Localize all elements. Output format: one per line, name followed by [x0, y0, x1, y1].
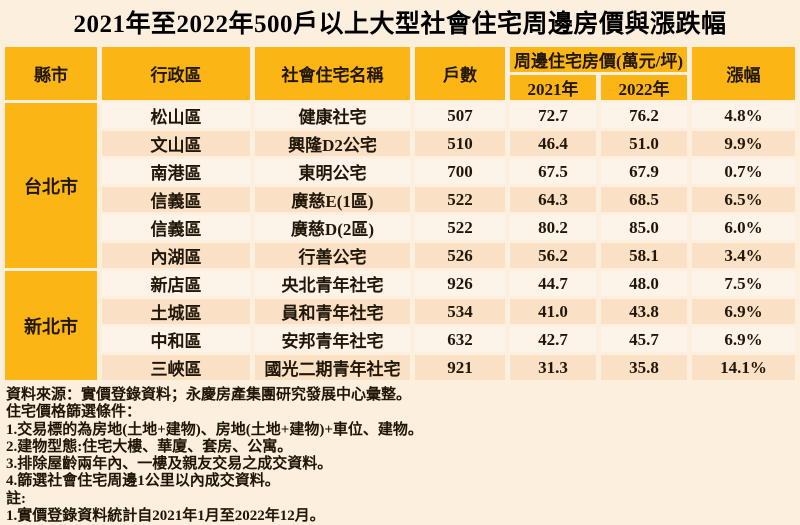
col-header-price-group: 周邊住宅房價(萬元/坪) — [510, 47, 688, 72]
cell-units: 522 — [415, 215, 505, 240]
cell-p2022: 48.0 — [601, 271, 688, 296]
cell-name: 央北青年社宅 — [255, 271, 410, 296]
cell-district: 內湖區 — [102, 243, 250, 268]
cell-p2022: 43.8 — [601, 299, 688, 324]
cell-change: 9.9% — [692, 131, 796, 156]
col-header-2022: 2022年 — [601, 75, 688, 100]
footnote-criteria-3: 3.排除屋齡兩年內、一樓及親友交易之成交資料。 — [6, 456, 333, 473]
footnotes: 資料來源：實價登錄資料；永慶房產集團研究發展中心彙整。 住宅價格篩選條件： 1.… — [0, 383, 800, 525]
cell-name: 國光二期青年社宅 — [255, 355, 410, 380]
cell-p2022: 58.1 — [601, 243, 688, 268]
cell-units: 700 — [415, 159, 505, 184]
cell-name: 興隆D2公宅 — [255, 131, 410, 156]
cell-units: 510 — [415, 131, 505, 156]
cell-p2021: 41.0 — [510, 299, 596, 324]
table-row: 三峽區 國光二期青年社宅 921 31.3 35.8 14.1% — [5, 355, 796, 380]
table-row: 信義區 廣慈E(1區) 522 64.3 68.5 6.5% — [5, 187, 796, 212]
cell-p2022: 68.5 — [601, 187, 688, 212]
cell-district: 信義區 — [102, 187, 250, 212]
col-header-units: 戶數 — [415, 47, 505, 100]
cell-county: 台北市 — [5, 103, 97, 268]
cell-p2021: 72.7 — [510, 103, 596, 128]
cell-p2021: 42.7 — [510, 327, 596, 352]
col-header-2021: 2021年 — [510, 75, 596, 100]
table-row: 內湖區 行善公宅 526 56.2 58.1 3.4% — [5, 243, 796, 268]
cell-p2022: 35.8 — [601, 355, 688, 380]
cell-district: 松山區 — [102, 103, 250, 128]
footnote-criteria-4: 4.篩選社會住宅周邊1公里以內成交資料。 — [6, 473, 280, 490]
cell-change: 6.9% — [692, 299, 796, 324]
cell-county: 新北市 — [5, 271, 97, 380]
cell-district: 南港區 — [102, 159, 250, 184]
cell-change: 6.9% — [692, 327, 796, 352]
cell-p2021: 56.2 — [510, 243, 596, 268]
col-header-name: 社會住宅名稱 — [255, 47, 410, 100]
table-row: 文山區 興隆D2公宅 510 46.4 51.0 9.9% — [5, 131, 796, 156]
footnote-note-title: 註: — [6, 490, 26, 507]
table-row: 中和區 安邦青年社宅 632 42.7 45.7 6.9% — [5, 327, 796, 352]
table-row: 南港區 東明公宅 700 67.5 67.9 0.7% — [5, 159, 796, 184]
cell-p2022: 45.7 — [601, 327, 688, 352]
table-body: 台北市 松山區 健康社宅 507 72.7 76.2 4.8% 文山區 興隆D2公宅 510 46.… — [5, 103, 796, 380]
col-header-district: 行政區 — [102, 47, 250, 100]
cell-units: 632 — [415, 327, 505, 352]
cell-units: 526 — [415, 243, 505, 268]
cell-name: 健康社宅 — [255, 103, 410, 128]
footnote-note-1: 1.實價登錄資料統計自2021年1月至2022年12月。 — [6, 508, 325, 525]
cell-district: 中和區 — [102, 327, 250, 352]
cell-units: 522 — [415, 187, 505, 212]
table-row: 新北市 新店區 央北青年社宅 926 44.7 48.0 7.5% — [5, 271, 796, 380]
cell-district: 信義區 — [102, 215, 250, 240]
cell-p2021: 46.4 — [510, 131, 596, 156]
cell-district: 三峽區 — [102, 355, 250, 380]
cell-p2021: 80.2 — [510, 215, 596, 240]
housing-price-table: 縣市 行政區 社會住宅名稱 戶數 周邊住宅房價(萬元/坪) 漲幅 2021年 2… — [0, 44, 800, 383]
table-row: 信義區 廣慈D(2區) 522 80.2 85.0 6.0% — [5, 215, 796, 240]
cell-name: 廣慈D(2區) — [255, 215, 410, 240]
cell-name: 東明公宅 — [255, 159, 410, 184]
footnote-criteria-2: 2.建物型態:住宅大樓、華廈、套房、公寓。 — [6, 438, 293, 455]
cell-p2021: 64.3 — [510, 187, 596, 212]
cell-p2021: 67.5 — [510, 159, 596, 184]
cell-p2022: 76.2 — [601, 103, 688, 128]
cell-p2021: 44.7 — [510, 271, 596, 296]
cell-district: 新店區 — [102, 271, 250, 296]
cell-name: 安邦青年社宅 — [255, 327, 410, 352]
cell-name: 員和青年社宅 — [255, 299, 410, 324]
cell-change: 7.5% — [692, 271, 796, 296]
cell-district: 文山區 — [102, 131, 250, 156]
cell-p2022: 51.0 — [601, 131, 688, 156]
footnote-criteria-title: 住宅價格篩選條件： — [6, 404, 142, 421]
cell-change: 14.1% — [692, 355, 796, 380]
table-row: 台北市 松山區 健康社宅 507 72.7 76.2 4.8% — [5, 103, 796, 268]
col-header-county: 縣市 — [5, 47, 97, 100]
page-title: 2021年至2022年500戶以上大型社會住宅周邊房價與漲跌幅 — [73, 11, 727, 38]
cell-units: 926 — [415, 271, 505, 296]
cell-units: 921 — [415, 355, 505, 380]
cell-name: 行善公宅 — [255, 243, 410, 268]
table-row: 土城區 員和青年社宅 534 41.0 43.8 6.9% — [5, 299, 796, 324]
cell-name: 廣慈E(1區) — [255, 187, 410, 212]
cell-units: 507 — [415, 103, 505, 128]
cell-units: 534 — [415, 299, 505, 324]
cell-change: 3.4% — [692, 243, 796, 268]
cell-change: 4.8% — [692, 103, 796, 128]
cell-p2022: 67.9 — [601, 159, 688, 184]
cell-district: 土城區 — [102, 299, 250, 324]
footnote-criteria-1: 1.交易標的為房地(土地+建物)、房地(土地+建物)+車位、建物。 — [6, 421, 423, 438]
footnote-source: 資料來源：實價登錄資料；永慶房產集團研究發展中心彙整。 — [6, 387, 412, 403]
cell-change: 6.5% — [692, 187, 796, 212]
cell-change: 0.7% — [692, 159, 796, 184]
table-header: 縣市 行政區 社會住宅名稱 戶數 周邊住宅房價(萬元/坪) 漲幅 2021年 2… — [5, 47, 796, 100]
cell-p2022: 85.0 — [601, 215, 688, 240]
col-header-change: 漲幅 — [692, 47, 796, 100]
cell-p2021: 31.3 — [510, 355, 596, 380]
cell-change: 6.0% — [692, 215, 796, 240]
